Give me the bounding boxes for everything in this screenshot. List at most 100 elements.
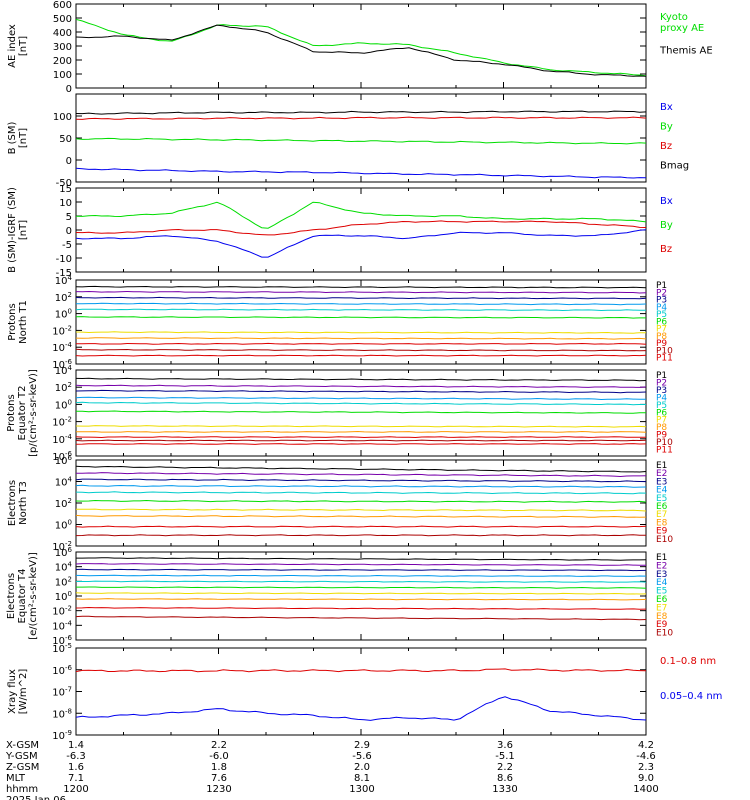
footer-value: -5.1 bbox=[495, 751, 515, 762]
legend-label: Kyoto bbox=[660, 12, 688, 23]
y-tick-label: 10-4 bbox=[52, 341, 72, 354]
y-tick-label: 10-9 bbox=[52, 729, 72, 742]
legend-label: By bbox=[660, 220, 673, 231]
series-e6-line bbox=[75, 499, 647, 503]
panel-5 bbox=[75, 369, 647, 457]
footer-value: 2.0 bbox=[354, 762, 370, 773]
series-by-line bbox=[75, 137, 647, 145]
series-p7-line bbox=[75, 331, 647, 334]
legend-label: E1 bbox=[656, 461, 667, 471]
y-axis-label: Protons bbox=[7, 303, 18, 340]
series-e3-line bbox=[75, 568, 647, 572]
legend-label: P2 bbox=[656, 378, 667, 388]
series-p10-line bbox=[75, 439, 647, 442]
legend-label: P6 bbox=[656, 408, 667, 418]
legend-label: E4 bbox=[656, 486, 668, 496]
legend-label: Bx bbox=[660, 102, 673, 113]
y-tick-label: -5 bbox=[62, 240, 72, 251]
legend-label: E10 bbox=[656, 629, 673, 639]
y-tick-label: 0 bbox=[66, 226, 72, 237]
footer-value: -6.0 bbox=[209, 751, 229, 762]
series-e10-line bbox=[75, 534, 646, 537]
y-tick-label: 10-6 bbox=[52, 450, 72, 463]
series-p3-line bbox=[75, 296, 647, 300]
y-tick-label: 10-6 bbox=[52, 358, 72, 371]
footer-value: 7.6 bbox=[211, 773, 227, 784]
series-p4-line bbox=[75, 396, 647, 401]
footer-row-label: X-GSM bbox=[6, 740, 39, 751]
legend-label: Bx bbox=[660, 196, 673, 207]
plot-frame bbox=[75, 3, 647, 89]
series-p2-line bbox=[75, 384, 647, 388]
legend-label: E6 bbox=[656, 595, 668, 605]
y-tick-label: 102 bbox=[55, 497, 72, 510]
series-e4-line bbox=[75, 484, 647, 488]
footer-value: 1300 bbox=[349, 784, 374, 795]
y-axis-label: Electrons bbox=[6, 573, 17, 619]
legend-label: Bz bbox=[660, 141, 672, 152]
y-tick-label: 400 bbox=[53, 28, 72, 39]
series-e2-line bbox=[75, 472, 647, 478]
legend-label: P10 bbox=[656, 438, 673, 448]
y-tick-label: 10-8 bbox=[52, 707, 72, 720]
legend-label: P11 bbox=[656, 446, 673, 456]
y-axis-label: Equator T4 bbox=[17, 569, 28, 624]
y-tick-label: 102 bbox=[55, 381, 72, 394]
legend-label: E3 bbox=[656, 477, 667, 487]
series-e2-line bbox=[75, 563, 647, 566]
legend-label: E6 bbox=[656, 502, 668, 512]
series-e3-line bbox=[75, 478, 647, 483]
legend-label: E10 bbox=[656, 535, 673, 545]
y-tick-label: 15 bbox=[59, 184, 72, 195]
series-p7-line bbox=[75, 425, 647, 428]
footer-row-label: MLT bbox=[6, 773, 26, 784]
y-axis-label: [e/(cm²-s-sr-keV)] bbox=[28, 552, 39, 640]
footer-value: 7.1 bbox=[68, 773, 84, 784]
y-tick-label: 100 bbox=[55, 308, 72, 321]
series-p2-line bbox=[75, 290, 647, 294]
y-axis-label: North T3 bbox=[18, 481, 29, 525]
series-p11-line bbox=[75, 443, 647, 445]
y-tick-label: 104 bbox=[55, 476, 73, 489]
series-e7-line bbox=[75, 592, 647, 595]
legend-label: P10 bbox=[656, 346, 673, 356]
legend-label: E3 bbox=[656, 570, 667, 580]
y-tick-label: 100 bbox=[53, 70, 72, 81]
y-tick-label: 100 bbox=[53, 112, 72, 123]
y-tick-label: 100 bbox=[55, 398, 72, 411]
y-tick-label: 10-7 bbox=[52, 686, 72, 699]
legend-label: P4 bbox=[656, 303, 667, 313]
legend-label: E5 bbox=[656, 587, 667, 597]
y-tick-label: 10-2 bbox=[52, 416, 72, 429]
footer-value: 9.0 bbox=[638, 773, 654, 784]
y-axis-label: Electrons bbox=[7, 480, 18, 526]
panel-2 bbox=[75, 93, 647, 183]
footer-value: -6.3 bbox=[66, 751, 86, 762]
y-tick-label: 102 bbox=[55, 575, 72, 588]
y-axis-label: Xray flux bbox=[7, 669, 18, 714]
panel-3 bbox=[75, 187, 647, 273]
y-tick-label: 10-5 bbox=[52, 642, 72, 655]
legend-label: P11 bbox=[656, 354, 673, 364]
footer-value: 2.3 bbox=[638, 762, 654, 773]
series-e7-line bbox=[76, 508, 647, 512]
series-p6-line bbox=[75, 410, 646, 414]
series-bz-line bbox=[75, 116, 647, 120]
footer-value: 4.2 bbox=[638, 740, 654, 751]
panel-6 bbox=[75, 459, 647, 547]
footer-value: 1.8 bbox=[211, 762, 227, 773]
y-tick-label: 100 bbox=[55, 590, 72, 603]
series-by-line bbox=[75, 201, 647, 229]
footer-value: 2.2 bbox=[497, 762, 513, 773]
series-p6-line bbox=[75, 316, 646, 319]
footer-value: 1.4 bbox=[68, 740, 84, 751]
series-e4-line bbox=[75, 574, 647, 577]
series-e9-line bbox=[75, 525, 647, 528]
footer-value: 2.2 bbox=[211, 740, 227, 751]
legend-label: P9 bbox=[656, 431, 667, 441]
y-axis-label: North T1 bbox=[18, 300, 29, 344]
footer-value: 8.1 bbox=[354, 773, 370, 784]
y-axis-label: B (SM)-IGRF (SM) bbox=[7, 187, 18, 273]
series-p11-line bbox=[75, 354, 647, 357]
